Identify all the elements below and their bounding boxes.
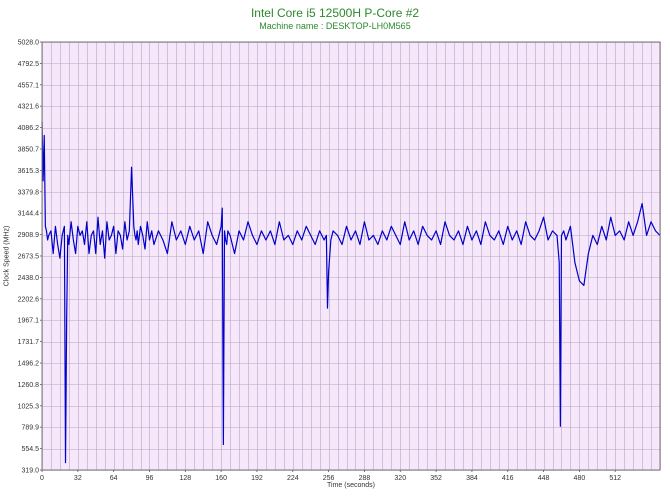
x-tick-label: 160 [215,475,227,482]
x-tick-label: 512 [609,475,621,482]
series-layer [41,121,661,464]
x-tick-label: 64 [110,475,118,482]
y-tick-label: 789.9 [21,425,39,432]
y-tick-label: 1967.1 [18,318,40,325]
series-line [41,121,661,464]
y-tick-label: 4792.5 [18,61,40,68]
plot-area [42,42,660,470]
x-tick-label: 320 [394,475,406,482]
x-tick-label: 224 [287,475,299,482]
y-tick-label: 5028.0 [18,40,40,47]
y-tick-label: 3144.4 [18,211,40,218]
x-tick-label: 288 [359,475,371,482]
x-tick-label: 480 [574,475,586,482]
x-tick-label: 416 [502,475,514,482]
y-tick-label: 1731.7 [18,339,40,346]
y-tick-label: 2202.6 [18,296,40,303]
grid [42,42,661,471]
x-tick-label: 32 [74,475,82,482]
x-tick-label: 352 [430,475,442,482]
y-axis-ticks: 5028.0 4792.5 4557.1 4321.6 4086.2 3850.7 3615… [18,40,42,475]
y-tick-label: 2673.5 [18,254,40,261]
y-tick-label: 4557.1 [18,82,40,89]
y-tick-label: 1496.2 [18,361,40,368]
y-tick-label: 3850.7 [18,147,40,154]
y-tick-label: 319.0 [21,468,39,475]
x-tick-label: 256 [323,475,335,482]
plot-border [41,41,661,471]
x-tick-label: 0 [40,475,44,482]
y-axis-label: Clock Speed (MHz) [3,225,11,287]
y-tick-label: 1025.3 [18,403,40,410]
chart-title: Intel Core i5 12500H P-Core #2 [250,6,420,20]
y-tick-label: 3615.3 [18,168,40,175]
x-tick-label: 192 [251,475,263,482]
y-tick-label: 4086.2 [18,125,40,132]
y-tick-label: 1260.8 [18,382,40,389]
y-tick-label: 554.5 [21,446,39,453]
chart-subtitle: Machine name : DESKTOP-LH0M565 [259,21,411,31]
y-tick-label: 2438.0 [18,275,40,282]
y-tick-label: 4321.6 [18,104,40,111]
x-axis-label: Time (seconds) [327,482,375,489]
y-tick-label: 2908.9 [18,232,40,239]
x-tick-label: 128 [179,475,191,482]
x-tick-label: 448 [538,475,550,482]
x-tick-label: 96 [146,475,154,482]
y-tick-label: 3379.8 [18,189,40,196]
x-tick-label: 384 [466,475,478,482]
x-axis-ticks: 0 32 64 96 128 160 192 224 256 288 320 352 384 416 448… [40,470,621,482]
